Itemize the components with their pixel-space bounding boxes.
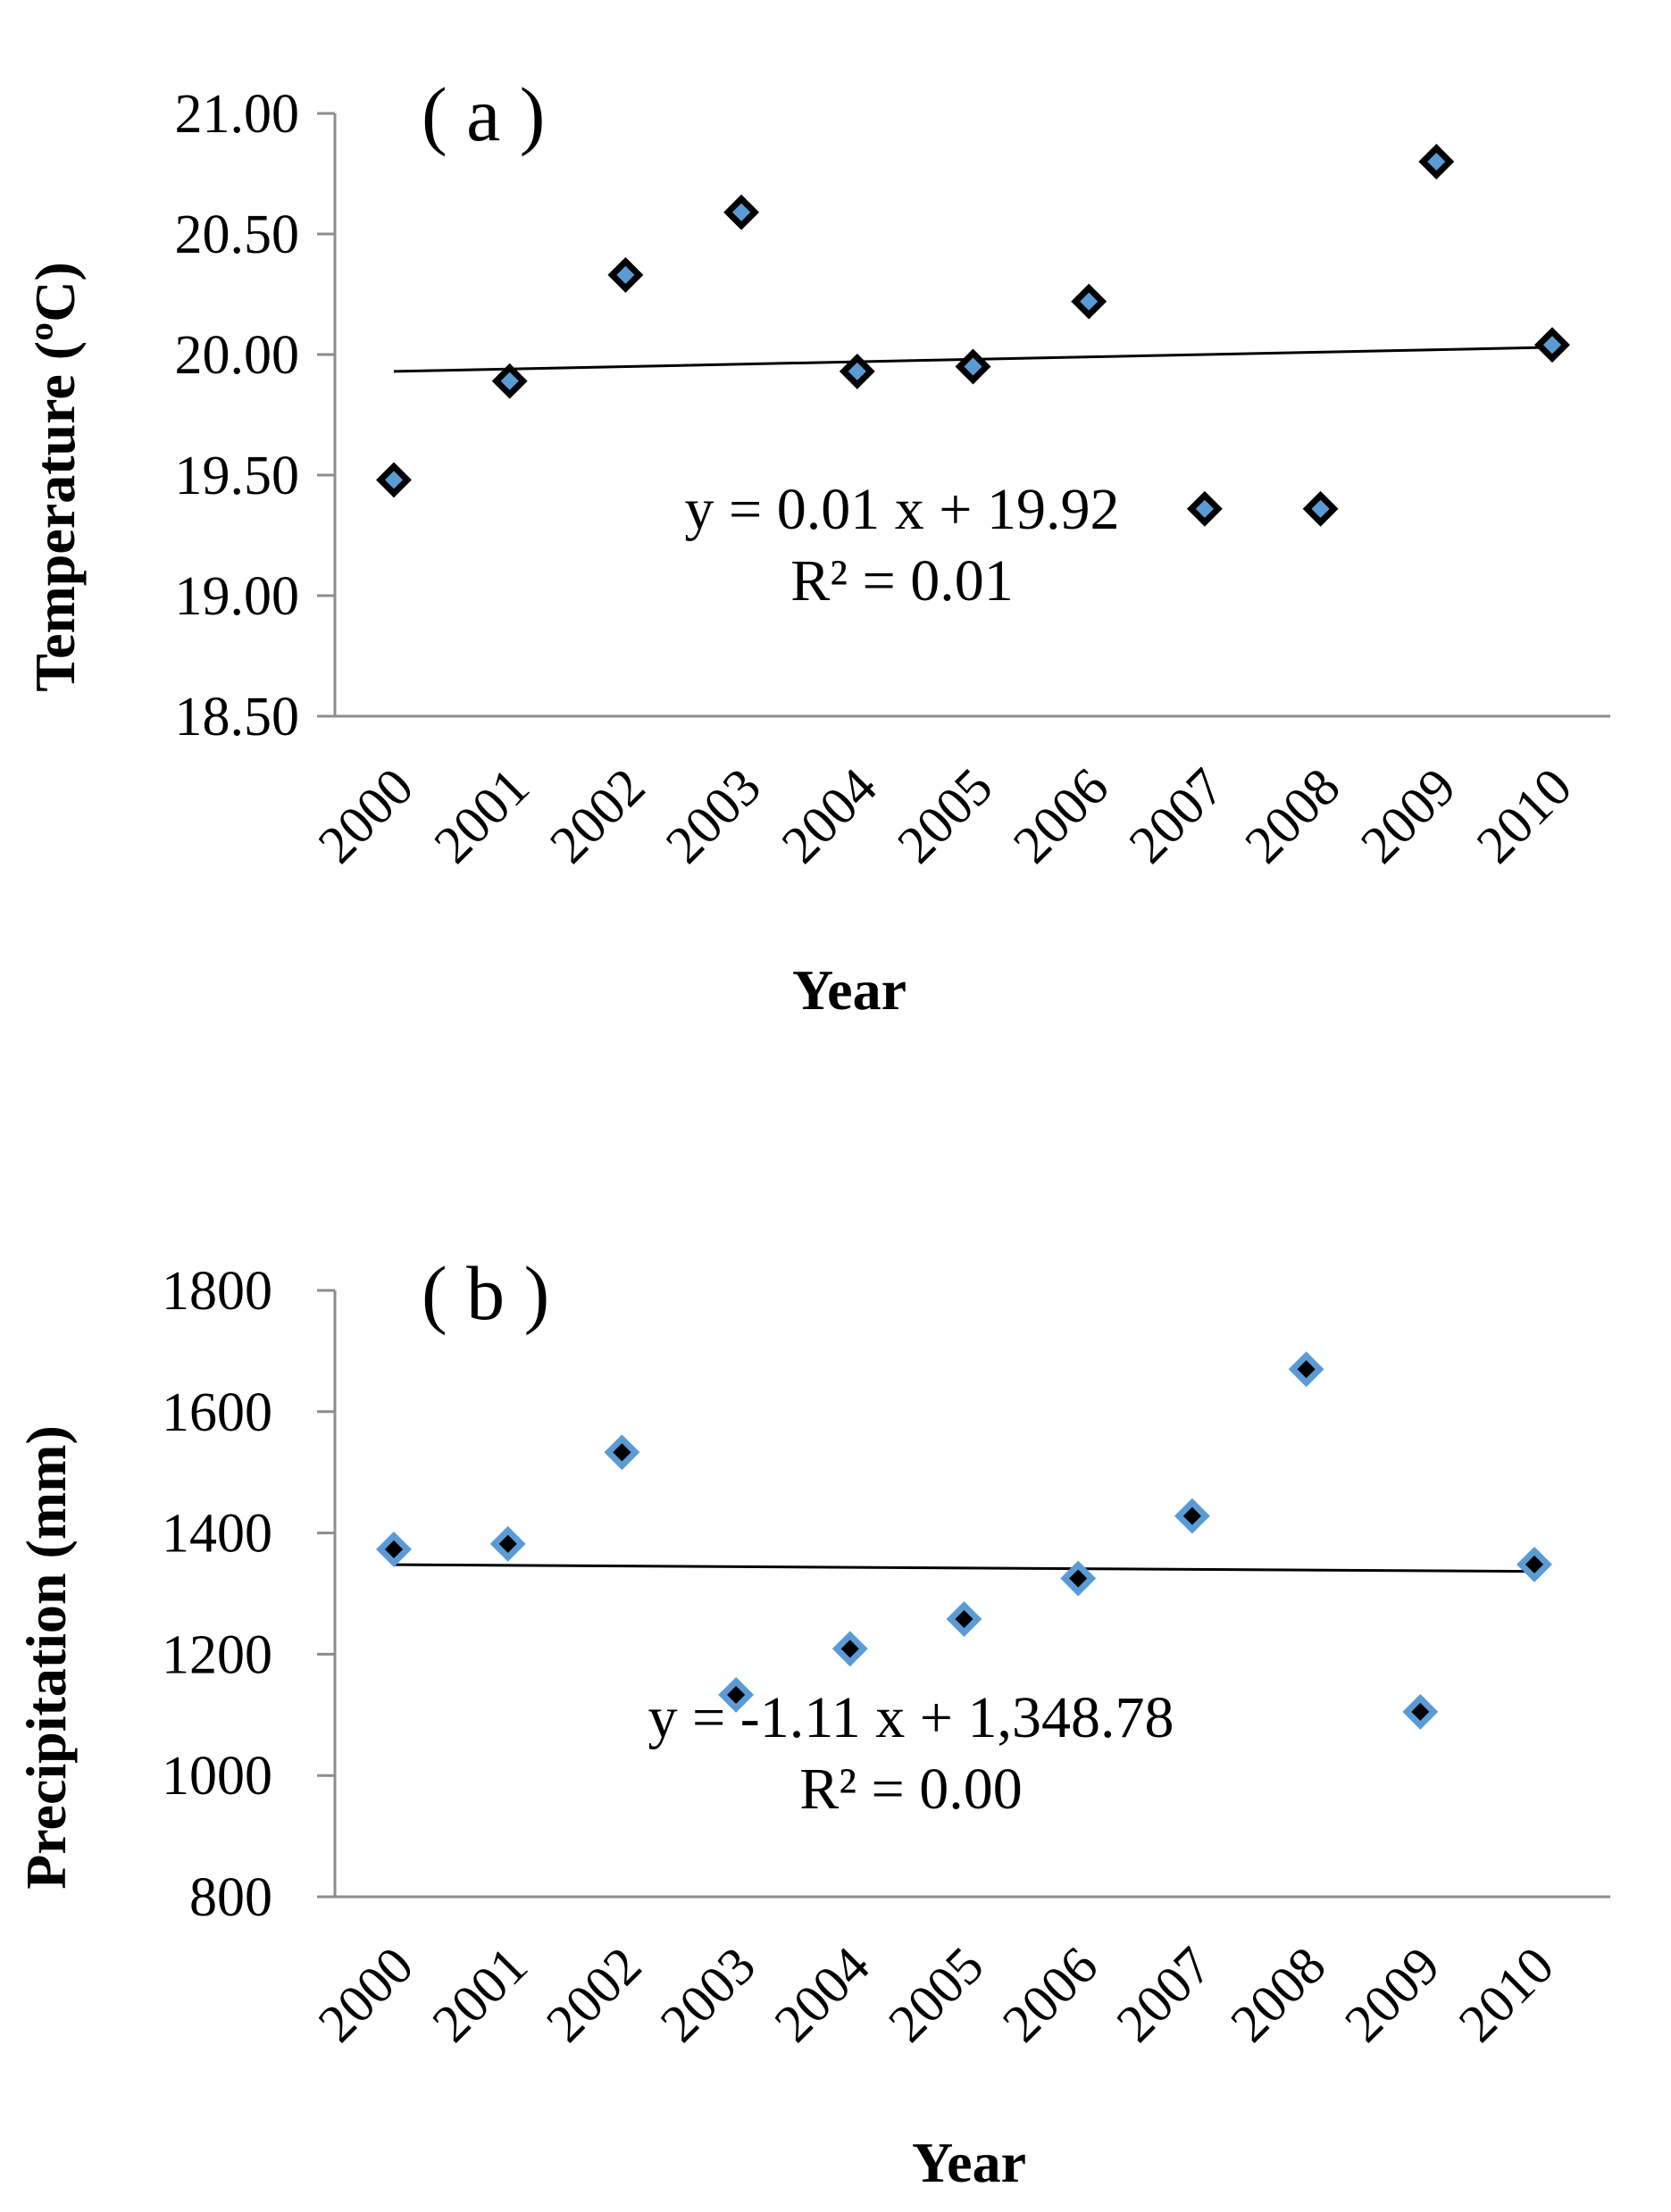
x-tick-label: 2005 (886, 757, 1004, 875)
r-squared-label: R² = 0.01 (790, 548, 1014, 614)
precipitation-chart: ( b ) Precipitation (mm) Year y = -1.11 … (14, 1250, 1610, 2194)
data-point-2010 (1516, 1546, 1552, 1582)
y-axis-title-precipitation: Precipitation (mm) (14, 1425, 78, 1890)
data-point-2002 (607, 256, 644, 293)
y-tick-label: 1200 (162, 1624, 272, 1685)
x-axis-title-year: Year (792, 958, 907, 1022)
data-point-2002 (604, 1434, 640, 1471)
y-tick-label: 800 (189, 1867, 272, 1928)
y-tick-label: 20.00 (175, 325, 300, 386)
y-tick-label: 1400 (162, 1504, 272, 1565)
data-point-2006 (1071, 283, 1107, 320)
x-tick-label: 2006 (1002, 757, 1120, 875)
data-point-2005 (955, 348, 991, 385)
data-point-2006 (1060, 1560, 1097, 1597)
y-tick-label: 1800 (162, 1261, 272, 1322)
x-tick-label: 2002 (535, 1936, 653, 2054)
data-point-2009 (1418, 144, 1455, 179)
x-tick-label: 2003 (655, 757, 773, 875)
x-tick-label: 2007 (1106, 1936, 1224, 2054)
data-point-2008 (1288, 1351, 1324, 1388)
x-tick-label: 2008 (1233, 757, 1351, 875)
y-tick-label: 18.50 (175, 687, 300, 747)
x-axis-title-year: Year (912, 2131, 1026, 2194)
data-point-2009 (1402, 1693, 1439, 1730)
y-tick-label: 1600 (162, 1382, 272, 1443)
y-tick-label: 19.00 (175, 566, 300, 627)
r-squared-label: R² = 0.00 (799, 1757, 1023, 1822)
data-point-2005 (946, 1601, 982, 1637)
x-tick-label: 2009 (1333, 1936, 1451, 2054)
x-tick-label: 2010 (1466, 757, 1583, 875)
x-tick-label: 2010 (1448, 1936, 1566, 2054)
data-point-2010 (1534, 327, 1570, 363)
y-tick-label: 1000 (162, 1746, 272, 1807)
panel-label-a: ( a ) (422, 71, 545, 157)
x-tick-label: 2001 (421, 1936, 539, 2054)
data-point-2004 (839, 353, 875, 389)
trendline (393, 1563, 1535, 1573)
data-point-2008 (1302, 490, 1339, 527)
x-tick-label: 2004 (763, 1936, 881, 2054)
x-tick-label: 2006 (991, 1936, 1109, 2054)
x-tick-label: 2003 (649, 1936, 767, 2054)
data-point-2001 (491, 363, 528, 399)
data-point-2000 (376, 1531, 412, 1567)
y-tick-label: 21.00 (175, 84, 300, 145)
y-tick-label: 20.50 (175, 205, 300, 265)
y-tick-label: 19.50 (175, 446, 300, 506)
y-axis-title-temperature: Temperature (ºC) (23, 262, 87, 691)
data-point-2007 (1174, 1498, 1210, 1534)
x-tick-label: 2001 (422, 757, 540, 875)
data-point-2000 (376, 462, 412, 498)
x-tick-label: 2008 (1219, 1936, 1337, 2054)
x-tick-label: 2000 (307, 1936, 425, 2054)
trendline-equation: y = 0.01 x + 19.92 (685, 477, 1120, 542)
temperature-chart: ( a ) Temperature (ºC) Year y = 0.01 x +… (23, 71, 1610, 1022)
data-point-2003 (718, 1676, 755, 1713)
x-tick-label: 2004 (770, 757, 888, 875)
x-tick-label: 2002 (539, 757, 656, 875)
x-tick-label: 2000 (307, 757, 425, 875)
x-tick-label: 2009 (1349, 757, 1467, 875)
x-tick-label: 2007 (1118, 757, 1236, 875)
data-point-2004 (831, 1631, 868, 1667)
panel-label-b: ( b ) (422, 1250, 549, 1336)
data-point-2007 (1186, 490, 1223, 527)
data-point-2003 (723, 194, 760, 230)
data-point-2001 (489, 1525, 526, 1562)
x-tick-label: 2005 (877, 1936, 995, 2054)
